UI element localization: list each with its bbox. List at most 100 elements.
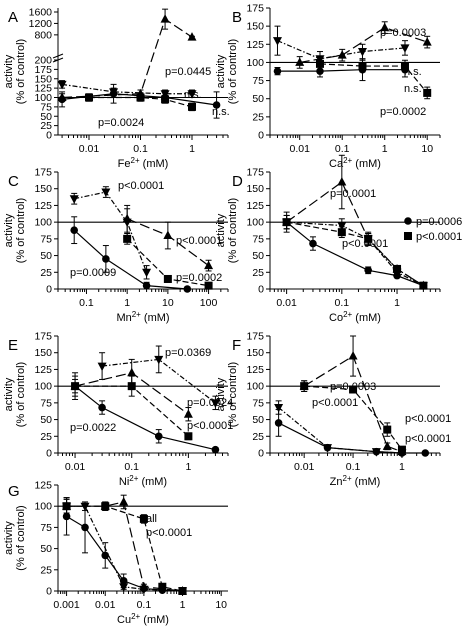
y-tick-label: 25 — [252, 267, 264, 279]
p-value-annotation: p<0.0001 — [176, 235, 222, 247]
data-point — [323, 444, 333, 453]
data-point — [423, 88, 432, 97]
y-tick-label: 50 — [40, 543, 52, 555]
data-point — [81, 523, 89, 532]
data-point — [383, 425, 392, 434]
series-line — [278, 407, 402, 454]
series-line — [303, 355, 403, 453]
x-tick-label: 0.1 — [335, 297, 350, 309]
p-value-annotation: n.s. — [184, 89, 202, 101]
p-value-annotation: all — [146, 513, 157, 525]
series-circle — [71, 372, 220, 454]
y-tick-label: 25 — [40, 431, 52, 443]
y-tick-label: 0 — [258, 448, 264, 460]
data-point — [123, 234, 132, 243]
data-point — [85, 93, 94, 102]
y-tick-label: 50 — [252, 250, 264, 262]
data-point — [358, 62, 367, 71]
series-triangle-down — [57, 80, 197, 99]
data-point — [363, 235, 373, 244]
y-axis-label: activity(% of control) — [215, 39, 239, 104]
y-tick-label: 150 — [34, 183, 52, 195]
x-tick-label: 10 — [421, 143, 433, 155]
y-tick-label: 1200 — [29, 18, 53, 30]
y-tick-label: 100 — [34, 92, 52, 104]
y-tick-label: 125 — [34, 83, 52, 95]
series-line — [286, 221, 424, 287]
series-line — [74, 191, 148, 273]
data-point — [337, 221, 347, 231]
data-point — [272, 37, 282, 46]
y-tick-label: 0 — [258, 130, 264, 142]
panel-label: B — [232, 9, 242, 26]
y-tick-label: 0 — [46, 586, 52, 598]
y-tick-label: 150 — [246, 183, 264, 195]
data-point — [210, 399, 220, 408]
data-point — [212, 101, 221, 109]
data-point — [160, 14, 170, 23]
y-tick-label: 0 — [258, 284, 264, 296]
series-line — [277, 40, 406, 60]
x-tick-label: 1 — [180, 599, 186, 611]
p-value-annotation: n.s. — [404, 83, 422, 95]
data-point — [80, 502, 90, 512]
series-triangle — [57, 8, 197, 102]
x-tick-label: 0.1 — [79, 297, 94, 309]
y-tick-label: 100 — [246, 381, 264, 393]
p-value-annotation: p=0.0003 — [380, 27, 426, 39]
data-point — [142, 268, 152, 278]
series-triangle-down — [282, 214, 428, 291]
x-tick-label: 0.1 — [346, 461, 361, 473]
y-tick-label: 1600 — [29, 7, 53, 19]
series-line — [286, 221, 424, 287]
data-point — [397, 449, 407, 458]
x-tick-label: 0.01 — [95, 599, 116, 611]
p-value-annotation: p=0.0003 — [330, 381, 376, 393]
y-tick-label: 75 — [40, 101, 52, 113]
data-point — [100, 501, 110, 510]
data-point — [187, 32, 197, 41]
chart-panel-e: E 0 25 50 75 100 125 150 175 0.01 0.1 1 Ni2+ (mM) act… — [3, 331, 233, 489]
y-tick-label: 175 — [34, 167, 52, 179]
x-tick-label: 0.001 — [53, 599, 79, 611]
y-tick-label: 25 — [252, 431, 264, 443]
p-value-annotation: p<0.0001 — [405, 433, 451, 445]
data-point — [400, 44, 410, 53]
series-triangle-down — [272, 25, 410, 67]
y-tick-label: 125 — [246, 364, 264, 376]
y-axis-label: activity(% of control) — [215, 198, 239, 263]
legend-marker — [404, 232, 412, 240]
p-value-annotation: p=0.0009 — [70, 267, 116, 279]
y-axis-label: activity(% of control) — [3, 39, 27, 104]
data-point — [187, 90, 197, 99]
data-point — [70, 381, 80, 390]
x-axis-label: Ni2+ (mM) — [119, 474, 167, 489]
y-tick-label: 50 — [40, 414, 52, 426]
legend-marker — [404, 217, 412, 225]
data-point — [142, 281, 151, 290]
data-point — [337, 177, 347, 186]
data-point — [127, 367, 137, 377]
data-point — [204, 260, 214, 270]
x-tick-label: 1 — [185, 461, 191, 473]
data-point — [136, 88, 146, 98]
x-tick-label: 0.01 — [276, 297, 297, 309]
data-point — [282, 218, 292, 228]
y-tick-label: 25 — [40, 564, 52, 576]
data-point — [109, 88, 119, 97]
data-point — [184, 432, 193, 441]
series-square — [123, 233, 213, 290]
data-point — [122, 218, 132, 228]
data-point — [337, 50, 347, 59]
series-line — [73, 229, 188, 290]
p-value-annotation: p=0.0445 — [165, 66, 211, 78]
x-tick-label: 0.1 — [124, 461, 139, 473]
data-point — [158, 582, 167, 591]
y-tick-label: 0 — [46, 448, 52, 460]
p-value-annotation: p=0.0369 — [165, 347, 211, 359]
data-point — [211, 445, 220, 454]
series-triangle-down — [97, 345, 220, 411]
p-value-annotation: p=0.0001 — [330, 188, 376, 200]
data-point — [295, 57, 305, 66]
data-point — [315, 55, 325, 64]
